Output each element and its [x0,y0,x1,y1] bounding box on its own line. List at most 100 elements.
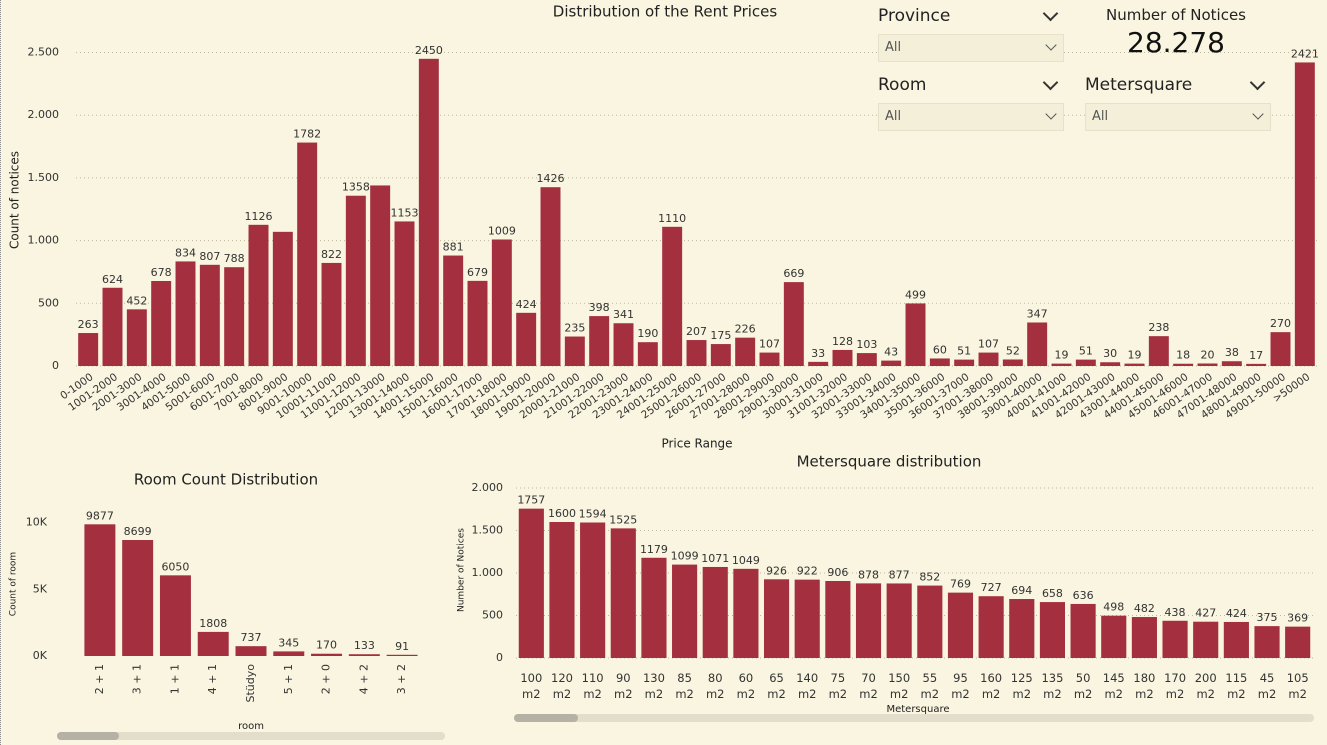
data-label: 91 [395,640,409,653]
x-axis-title: room [238,721,264,732]
data-label: 452 [126,294,147,307]
data-label: 498 [1103,601,1124,614]
data-label: 1782 [293,128,321,141]
data-label: 1426 [537,172,565,185]
slicer-dropdown[interactable]: All [878,34,1064,62]
data-label: 769 [950,578,971,591]
scroll-thumb[interactable] [514,714,578,722]
data-label: 482 [1134,602,1155,615]
province-slicer[interactable]: Province All [878,4,1064,62]
scrollbar[interactable] [57,732,445,740]
slicer-dropdown[interactable]: All [878,103,1064,131]
bar [1162,620,1188,658]
bar [126,309,147,366]
bar [929,358,950,366]
data-label: 375 [1257,611,1278,624]
data-label: 1110 [658,212,686,225]
data-label: 19 [1055,349,1069,362]
bar [102,287,123,366]
data-label: 133 [354,639,375,652]
x-tick-label: 4 + 2 [357,664,370,694]
data-label: 398 [589,301,610,314]
data-label: 1525 [609,513,637,526]
data-label: 170 [316,639,337,652]
bar [1124,363,1145,366]
data-label: 737 [241,631,262,644]
data-label: 9877 [86,509,114,522]
y-axis-title: Count of room [9,552,19,616]
x-tick-label: 90 m2 [614,671,633,701]
bar [197,631,229,656]
bar [735,337,756,366]
x-tick-label: 145 m2 [1103,671,1125,701]
x-tick-label: 1 + 1 [168,664,181,694]
y-tick-label: 500 [482,609,503,622]
data-label: 727 [981,581,1002,594]
bar [518,508,544,658]
data-label: 694 [1011,584,1032,597]
bar [394,221,415,366]
y-tick-label: 0K [33,649,48,662]
bar [886,583,912,658]
data-label: 1071 [701,552,729,565]
slicer-dropdown[interactable]: All [1085,103,1271,131]
bar [641,557,667,658]
scrollbar[interactable] [514,714,1314,722]
data-label: 834 [175,246,196,259]
y-tick-label: 2.000 [28,108,60,121]
data-label: 226 [735,323,756,336]
data-label: 2421 [1291,47,1319,60]
bar [321,262,342,366]
slicer-label: Metersquare [1085,73,1271,97]
data-label: 624 [102,273,123,286]
chart-title: Room Count Distribution [134,471,318,489]
x-tick-label: 95 m2 [951,671,970,701]
bar [1131,617,1157,658]
data-label: 347 [1027,307,1048,320]
data-label: 906 [827,566,848,579]
data-label: 669 [783,267,804,280]
bar [1101,615,1127,658]
bar [763,579,790,658]
bar [1193,621,1219,658]
bar [224,267,245,366]
bar [881,360,902,366]
x-tick-label: 125 m2 [1011,671,1033,701]
bar [1254,626,1280,658]
data-label: 190 [637,327,658,340]
bar [610,528,636,658]
bar [1270,332,1291,366]
bar [917,585,943,658]
bar [516,312,537,366]
bar [808,361,829,366]
bar [540,187,561,366]
scroll-thumb[interactable] [57,732,119,740]
data-label: 807 [199,250,220,263]
data-label: 270 [1270,317,1291,330]
chart-title: Metersquare distribution [797,453,982,471]
bar [1070,603,1096,658]
bar [1285,626,1311,658]
x-tick-label: 65 m2 [767,671,786,701]
x-axis-title: Price Range [661,437,732,451]
chart-title: Distribution of the Rent Prices [553,3,778,21]
bar [855,583,882,658]
data-label: 636 [1073,589,1094,602]
bar [1173,363,1194,366]
bar [1294,62,1315,366]
data-label: 424 [516,298,537,311]
notice-card: Number of Notices 28.278 [1091,6,1261,59]
bar [199,264,220,366]
data-label: 51 [957,345,971,358]
bar [662,226,683,366]
room-slicer[interactable]: Room All [878,73,1064,131]
data-label: 1757 [517,494,545,507]
metersquare-slicer[interactable]: Metersquare All [1085,73,1271,131]
bar [947,592,974,658]
data-label: 438 [1165,606,1186,619]
x-tick-label: 140 m2 [796,671,818,701]
bar [978,596,1004,658]
data-label: 1358 [342,181,370,194]
data-label: 877 [889,568,910,581]
